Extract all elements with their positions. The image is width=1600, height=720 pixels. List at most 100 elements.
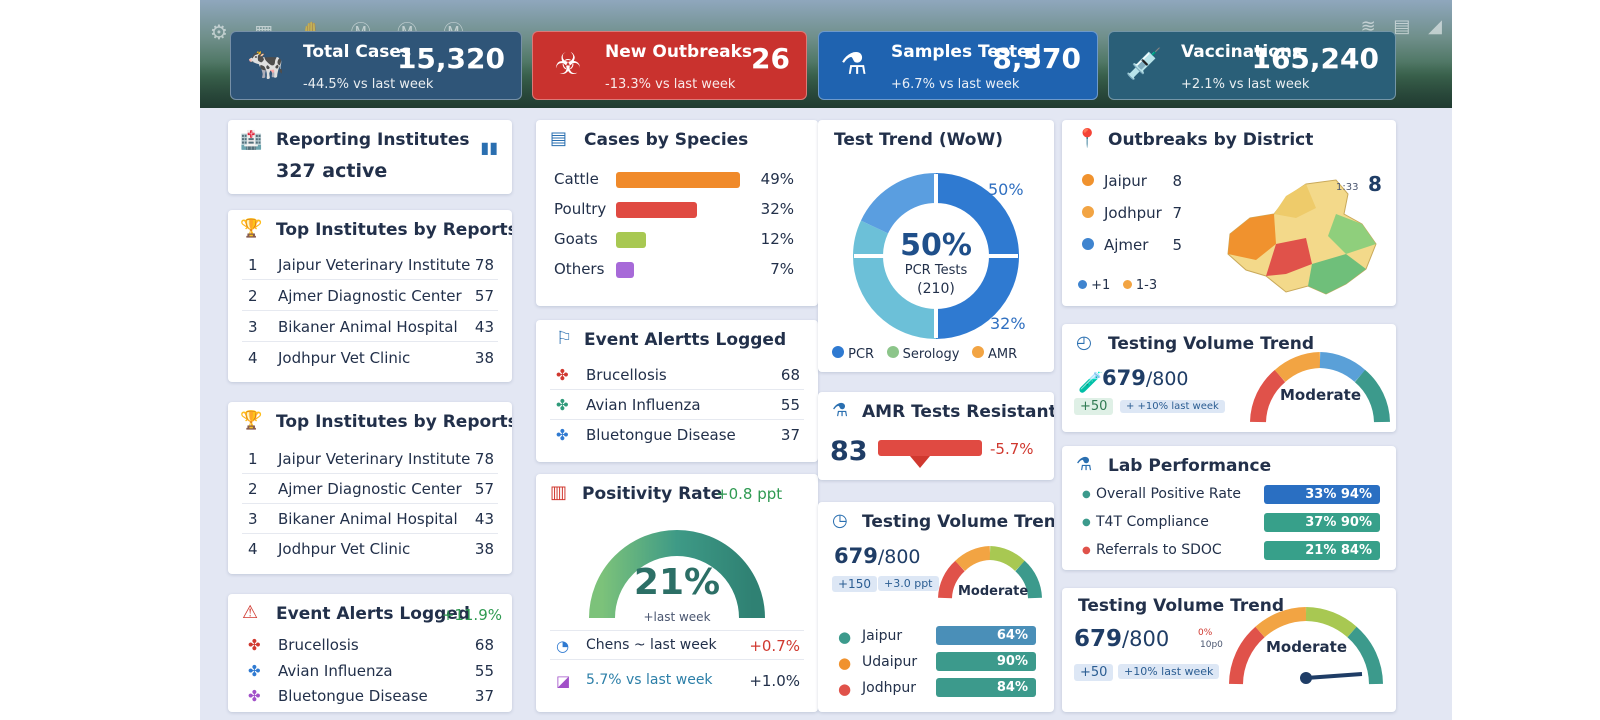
building-icon: 🏥 [240, 130, 263, 151]
table-row[interactable]: 3 Bikaner Animal Hospital 43 [242, 312, 498, 342]
kpi-new-outbreaks[interactable]: ☣ New Outbreaks 26 -13.3% vs last week [532, 31, 807, 100]
district-bar: 84% [936, 678, 1036, 697]
donut-center-label: PCR Tests [904, 263, 968, 278]
gauge-label: Moderate [958, 584, 1029, 599]
list-item[interactable]: ✤ Avian Influenza 55 [550, 390, 804, 420]
table-row[interactable]: 1 Jaipur Veterinary Institute 78 [242, 250, 498, 280]
institute-name: Bikaner Animal Hospital [278, 510, 458, 528]
tube-icon: 🧪 [1078, 370, 1103, 394]
table-row[interactable]: 3 Bikaner Animal Hospital 43 [242, 504, 498, 534]
district-name: Jaipur [862, 628, 903, 644]
volume-note: +10% last week [1118, 664, 1220, 679]
list-item[interactable]: ● Jodhpur 84% [832, 674, 1040, 704]
volume-total: /800 [877, 546, 921, 568]
kpi-total-cases[interactable]: 🐄 Total Cases 15,320 -44.5% vs last week [230, 31, 522, 100]
rank: 2 [248, 480, 258, 498]
chart-icon: ▥ [550, 482, 568, 503]
compare-label: 5.7% vs last week [586, 672, 713, 688]
legend-label: PCR [848, 347, 875, 362]
positivity-sub: +last week [643, 610, 711, 624]
table-row[interactable]: 4 Jodhpur Vet Clinic 38 [242, 534, 498, 564]
list-item[interactable]: ✤ Brucellosis 68 [550, 360, 804, 390]
card-title: Testing Volume Trend [1108, 334, 1315, 354]
bar-chart-icon[interactable]: ▮▮ [480, 138, 498, 157]
event-alerts-card-mid: ⚐ Event Alertts Logged ✤ Brucellosis 68 ✤ A… [536, 320, 818, 462]
positivity-value: 21% [633, 562, 721, 603]
reporting-institutes-card[interactable]: 🏥 Reporting Institutes 327 active ▮▮ [228, 120, 512, 194]
table-row[interactable]: 2 Ajmer Diagnostic Center 57 [242, 281, 498, 311]
table-row[interactable]: 1 Jaipur Veterinary Institute 78 [242, 444, 498, 474]
donut-label-top: 50% [988, 180, 1024, 199]
dashboard: ⚙ ▦ ✋ Ⓜ Ⓜ Ⓜ ≋ ▤ ◢ 🐄 Total Cases 15,320 -… [200, 0, 1452, 720]
district-map[interactable] [1216, 174, 1386, 304]
disease-name: Brucellosis [586, 366, 667, 384]
district-dot [1082, 206, 1094, 218]
metric-name: Overall Positive Rate [1096, 486, 1242, 502]
metric-dot: ● [1082, 489, 1091, 500]
gauge-label: Moderate [1266, 638, 1348, 656]
list-item[interactable]: ✤ Brucellosis 68 [242, 630, 498, 660]
outbreak-count: 5 [1172, 236, 1182, 254]
district-dot: ● [838, 654, 852, 672]
list-item[interactable]: ● Udaipur 90% [832, 648, 1040, 678]
volume-total: /800 [1145, 368, 1189, 390]
metric-bar: 37% 90% [1264, 513, 1380, 532]
list-item[interactable]: ✤ Avian Influenza 55 [242, 656, 498, 686]
kpi-vaccinations[interactable]: 💉 Vaccinations 165,240 +2.1% vs last wee… [1108, 31, 1396, 100]
list-item[interactable]: ◪ 5.7% vs last week +1.0% [550, 666, 804, 696]
list-item[interactable]: ● Referrals to SDOC 21% 84% [1076, 536, 1382, 566]
list-item[interactable]: ✤ Bluetongue Disease 37 [242, 681, 498, 711]
top-institutes-card-2: 🏆 Top Institutes by Reports 1 Jaipur Vete… [228, 402, 512, 574]
list-item[interactable]: ● Overall Positive Rate 33% 94% [1076, 480, 1382, 510]
paw-icon: ✤ [556, 366, 569, 384]
list-item[interactable]: Jaipur 8 [1076, 166, 1186, 196]
table-row[interactable]: 2 Ajmer Diagnostic Center 57 [242, 474, 498, 504]
species-label: Goats [554, 230, 598, 248]
line-chart-icon: ◪ [556, 672, 571, 690]
metric-dot: ● [1082, 517, 1091, 528]
metric-bar: 33% 94% [1264, 485, 1380, 504]
kpi-value: 8,570 [992, 42, 1081, 75]
donut-center-count: (210) [917, 281, 955, 297]
institute-name: Ajmer Diagnostic Center [278, 287, 462, 305]
volume-value: 679/800 [1074, 626, 1169, 652]
card-title: Lab Performance [1108, 456, 1272, 476]
report-count: 43 [474, 510, 494, 528]
card-title: Top Institutes by Reports [276, 412, 512, 432]
kpi-samples-tested[interactable]: ⚗ Samples Tested 8,570 +6.7% vs last wee… [818, 31, 1098, 100]
lab-performance-card: ⚗ Lab Performance ● Overall Positive Rat… [1062, 446, 1396, 570]
compare-label: Chens ~ last week [586, 637, 717, 653]
legend-label: Serology [902, 347, 960, 362]
rank: 1 [248, 256, 258, 274]
district-name: Jaipur [1104, 172, 1147, 190]
disease-name: Avian Influenza [586, 396, 701, 414]
species-bar[interactable] [616, 202, 697, 218]
report-count: 43 [474, 318, 494, 336]
donut-center-value: 50% [900, 228, 972, 263]
list-item[interactable]: ◔ Chens ~ last week +0.7% [550, 630, 804, 660]
table-row[interactable]: 4 Jodhpur Vet Clinic 38 [242, 343, 498, 373]
testing-volume-card-bottom: Testing Volume Trend 679/800 0% 10p0 +50… [1062, 588, 1396, 712]
institute-name: Jodhpur Vet Clinic [278, 540, 411, 558]
disease-name: Brucellosis [278, 636, 359, 654]
compare-value: +1.0% [749, 672, 800, 690]
testing-volume-card-right: ◴ Testing Volume Trend 🧪 679/800 +50 + +… [1062, 324, 1396, 432]
species-bar[interactable] [616, 232, 646, 248]
list-item[interactable]: Ajmer 5 [1076, 230, 1186, 260]
cow-icon: 🐄 [247, 46, 285, 82]
kpi-label: New Outbreaks [605, 42, 753, 62]
species-bar[interactable] [616, 172, 740, 188]
kpi-change: -13.3% vs last week [605, 77, 736, 92]
list-item[interactable]: ● T4T Compliance 37% 90% [1076, 508, 1382, 538]
trophy-icon: 🏆 [240, 218, 263, 239]
species-bar[interactable] [616, 262, 634, 278]
species-label: Cattle [554, 170, 599, 188]
species-pct: 32% [760, 200, 794, 218]
list-item[interactable]: ● Jaipur 64% [832, 622, 1040, 652]
institute-name: Jaipur Veterinary Institute [278, 450, 471, 468]
rank: 4 [248, 540, 258, 558]
report-count: 78 [474, 450, 494, 468]
list-item[interactable]: ✤ Bluetongue Disease 37 [550, 420, 804, 450]
paw-icon: ✤ [556, 396, 569, 414]
list-item[interactable]: Jodhpur 7 [1076, 198, 1186, 228]
